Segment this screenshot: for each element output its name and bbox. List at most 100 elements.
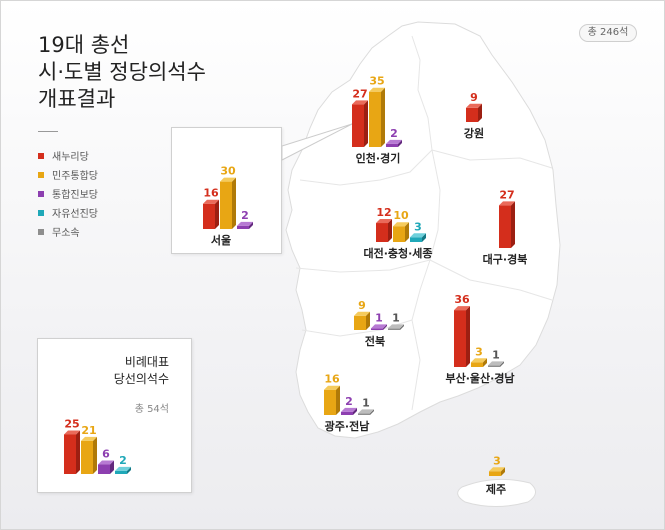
- title-line-1: 19대 총선: [38, 33, 130, 57]
- bar-side: [366, 311, 370, 330]
- bar-top: [98, 460, 114, 465]
- legend-label: 새누리당: [52, 152, 89, 163]
- region-label: 대구·경북: [483, 252, 528, 266]
- bar: [454, 310, 466, 367]
- proportional-title-line-2: 당선의석수: [113, 372, 169, 386]
- bar: [352, 104, 364, 147]
- bar-top: [369, 87, 385, 92]
- bar: [388, 328, 400, 330]
- bar-side: [383, 324, 387, 330]
- bar-side: [249, 221, 253, 229]
- bar-side: [388, 219, 392, 242]
- bar-side: [500, 361, 504, 367]
- legend-swatch: [38, 171, 44, 178]
- bar-side: [511, 201, 515, 248]
- bar: [115, 470, 127, 474]
- border-chungcheong-jeolla: [295, 259, 431, 273]
- bar-top: [220, 177, 236, 182]
- bar-top: [388, 324, 404, 329]
- bar-top: [352, 100, 368, 105]
- bar-top: [466, 103, 482, 108]
- legend-item: 자유선진당: [38, 203, 98, 222]
- proportional-total: 총 54석: [134, 404, 169, 415]
- data-label: 1: [362, 396, 370, 409]
- bar-side: [381, 87, 385, 147]
- border-gyeonggi-chungcheong: [299, 149, 433, 186]
- bar-top: [358, 409, 374, 414]
- bar-side: [76, 430, 80, 474]
- bar: [371, 328, 383, 330]
- bar-side: [110, 460, 114, 474]
- data-label: 2: [390, 127, 398, 140]
- proportional-box: 비례대표 당선의석수 총 54석: [37, 338, 192, 493]
- bar: [324, 389, 336, 415]
- border-gyeonggi-gangwon: [411, 35, 433, 151]
- bar: [64, 434, 76, 474]
- bar-side: [127, 466, 131, 474]
- bar-side: [501, 467, 505, 476]
- jeju-shape: [457, 478, 536, 507]
- region-bar-group: 27: [499, 188, 515, 248]
- bar: [98, 464, 110, 474]
- bar: [220, 181, 232, 229]
- data-label: 3: [493, 454, 501, 467]
- region-label: 제주: [486, 482, 506, 496]
- bar: [488, 365, 500, 367]
- data-label: 16: [324, 373, 340, 386]
- bar-top: [410, 233, 426, 238]
- data-label: 6: [102, 448, 110, 461]
- data-label: 12: [376, 206, 391, 219]
- legend-label: 자유선진당: [52, 209, 98, 220]
- region-bar-group: 3: [489, 454, 505, 476]
- bar-side: [370, 409, 374, 415]
- bar-side: [422, 233, 426, 242]
- bar-top: [454, 306, 470, 311]
- legend-item: 민주통합당: [38, 165, 98, 184]
- bar-side: [478, 103, 482, 122]
- border-jeolla-gyeongnam: [411, 259, 431, 411]
- bar: [341, 411, 353, 415]
- border-gyeongbuk-gyeongnam: [429, 259, 553, 301]
- region-bar-group: 91 1: [354, 299, 404, 330]
- proportional-title-line-1: 비례대표: [124, 355, 169, 369]
- bar-top: [488, 361, 504, 366]
- data-label: 35: [369, 75, 384, 88]
- bar-top: [324, 385, 340, 390]
- bar-top: [81, 436, 97, 441]
- region-label: 강원: [464, 126, 484, 140]
- data-label: 3: [414, 220, 422, 233]
- bar: [203, 203, 215, 229]
- bar-top: [64, 430, 80, 435]
- legend-swatch: [38, 228, 44, 235]
- border-gangwon-gyeongbuk: [431, 149, 553, 169]
- bar-top: [371, 324, 387, 329]
- data-label: 9: [470, 91, 478, 104]
- bar-top: [354, 311, 370, 316]
- page-title: 19대 총선 시·도별 정당의석수 개표결과: [38, 32, 206, 113]
- bar: [369, 91, 381, 147]
- bar-top: [386, 139, 402, 144]
- bar-top: [489, 467, 505, 472]
- region-label: 서울: [211, 233, 231, 247]
- bar-top: [203, 199, 219, 204]
- bar: [376, 223, 388, 242]
- title-line-2: 시·도별 정당의석수: [38, 60, 206, 84]
- bar-side: [215, 199, 219, 229]
- legend-swatch: [38, 190, 44, 197]
- legend-item: 새누리당: [38, 146, 98, 165]
- data-label: 16: [203, 187, 219, 200]
- legend-swatch: [38, 209, 44, 216]
- data-label: 9: [358, 299, 366, 312]
- bar-side: [400, 324, 404, 330]
- bar-top: [393, 222, 409, 227]
- bar-side: [405, 222, 409, 242]
- region-bar-group: 162 1: [324, 373, 374, 415]
- bar-side: [232, 177, 236, 229]
- data-label: 10: [393, 209, 409, 222]
- data-label: 3: [475, 345, 483, 358]
- data-label: 25: [64, 418, 79, 431]
- region-label: 대전·충청·세종: [363, 246, 432, 260]
